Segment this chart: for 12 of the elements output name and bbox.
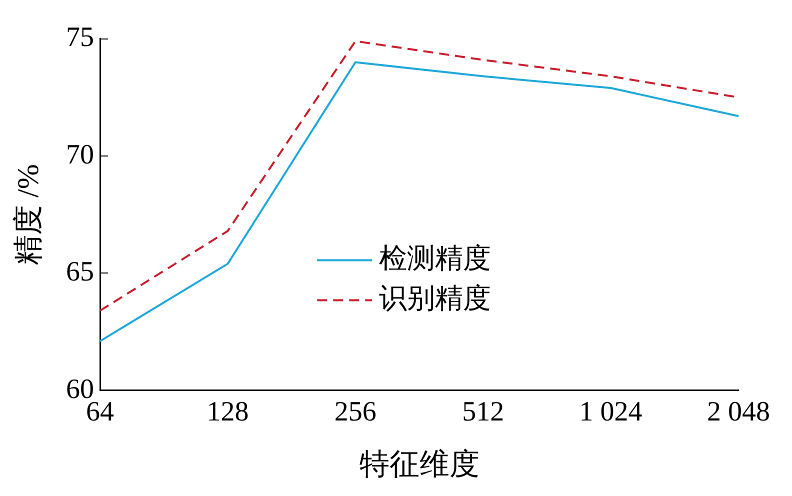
y-tick-label: 70 [66, 139, 94, 170]
x-tick-label: 512 [462, 396, 504, 428]
x-axis-title: 特征维度 [359, 448, 480, 481]
x-tick-label: 1 024 [579, 396, 642, 428]
x-tick-label: 128 [206, 396, 249, 428]
y-tick-label: 75 [66, 22, 94, 54]
x-tick-label: 2 048 [707, 396, 770, 428]
legend-label: 检测精度 [379, 244, 492, 275]
legend-label: 识别精度 [379, 284, 492, 315]
y-axis-title: 精度 /% [12, 164, 45, 266]
y-tick-label: 65 [66, 256, 94, 288]
x-tick-label: 256 [334, 396, 376, 428]
